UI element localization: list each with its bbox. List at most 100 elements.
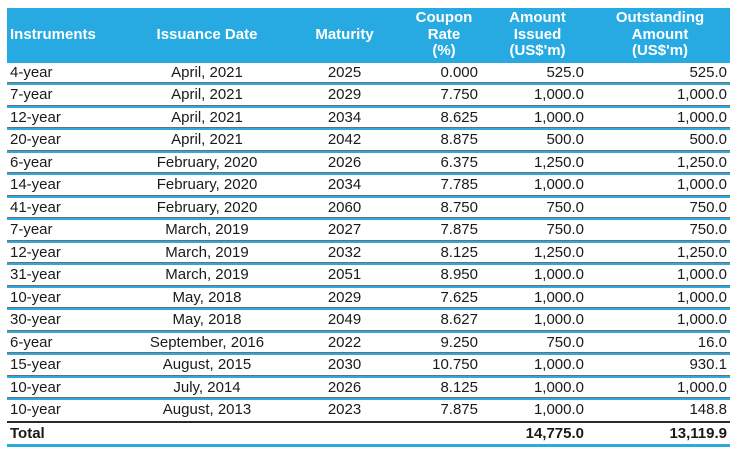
cell-maturity: 2032 [282, 241, 407, 265]
cell-issuance-date: April, 2021 [132, 84, 282, 108]
cell-coupon-rate: 7.785 [407, 174, 485, 198]
col-header-amount-issued: Amount Issued (US$'m) [485, 8, 590, 63]
total-maturity-cell [282, 420, 407, 447]
cell-outstanding-amount: 1,000.0 [590, 106, 730, 130]
cell-issuance-date: August, 2015 [132, 354, 282, 378]
cell-instrument: 12-year [7, 106, 132, 130]
cell-amount-issued: 1,000.0 [485, 264, 590, 288]
cell-amount-issued: 1,000.0 [485, 174, 590, 198]
cell-coupon-rate: 6.375 [407, 151, 485, 175]
cell-coupon-rate: 8.950 [407, 264, 485, 288]
cell-issuance-date: March, 2019 [132, 219, 282, 243]
cell-coupon-rate: 7.625 [407, 286, 485, 310]
table-row: 6-year September, 2016 2022 9.250 750.0 … [7, 331, 730, 355]
cell-instrument: 7-year [7, 84, 132, 108]
cell-maturity: 2042 [282, 129, 407, 153]
cell-issuance-date: February, 2020 [132, 174, 282, 198]
cell-amount-issued: 750.0 [485, 196, 590, 220]
cell-coupon-rate: 7.875 [440, 401, 478, 418]
cell-amount-issued: 1,000.0 [485, 84, 590, 108]
cell-issuance-date: July, 2014 [132, 376, 282, 400]
cell-instrument: 14-year [7, 174, 132, 198]
cell-outstanding-amount: 750.0 [590, 219, 730, 243]
table-row: 4-year April, 2021 2025 0.000 525.0 525.… [7, 62, 730, 85]
col-header-coupon-rate: Coupon Rate (%) [407, 8, 485, 63]
cell-instrument: 4-year [7, 62, 132, 85]
cell-amount-issued: 750.0 [485, 219, 590, 243]
table-row: 10-year August, 2013 2023 7.875 1,000.0 … [7, 399, 730, 422]
cell-coupon-rate: 10.750 [407, 354, 485, 378]
cell-instrument: 10-year [7, 286, 132, 310]
cell-maturity: 2027 [282, 219, 407, 243]
table-row: 10-year July, 2014 2026 8.125 1,000.0 1,… [7, 376, 730, 400]
cell-amount-issued: 1,000.0 [485, 354, 590, 378]
cell-outstanding-amount: 1,000.0 [590, 286, 730, 310]
cell-issuance-date: March, 2019 [132, 264, 282, 288]
col-header-maturity: Maturity [282, 8, 407, 63]
cell-amount-issued: 750.0 [485, 331, 590, 355]
header-row: Instruments Issuance Date Maturity Coupo… [7, 8, 730, 63]
cell-instrument: 41-year [7, 196, 132, 220]
cell-outstanding-amount: 930.1 [590, 354, 730, 378]
eurobond-table: Instruments Issuance Date Maturity Coupo… [7, 8, 730, 447]
table-row: 12-year April, 2021 2034 8.625 1,000.0 1… [7, 106, 730, 130]
cell-maturity: 2023 [327, 401, 362, 418]
table-row: 20-year April, 2021 2042 8.875 500.0 500… [7, 129, 730, 153]
cell-amount-issued: 1,000.0 [485, 106, 590, 130]
cell-maturity: 2022 [282, 331, 407, 355]
table-row: 7-year April, 2021 2029 7.750 1,000.0 1,… [7, 84, 730, 108]
cell-coupon-rate: 7.875 [407, 219, 485, 243]
cell-instrument: 12-year [7, 241, 132, 265]
cell-instrument: 30-year [7, 309, 132, 333]
table-row: 6-year February, 2020 2026 6.375 1,250.0… [7, 151, 730, 175]
total-coupon-cell [407, 420, 485, 447]
cell-outstanding-amount: 525.0 [590, 62, 730, 85]
cell-maturity: 2029 [282, 84, 407, 108]
cell-maturity: 2026 [282, 151, 407, 175]
cell-maturity: 2030 [282, 354, 407, 378]
cell-amount-issued: 525.0 [485, 62, 590, 85]
cell-amount-issued: 1,000.0 [485, 376, 590, 400]
table-row: 15-year August, 2015 2030 10.750 1,000.0… [7, 354, 730, 378]
table-footer: Total 14,775.0 13,119.9 [7, 420, 730, 447]
col-header-instruments: Instruments [7, 8, 132, 63]
cell-instrument: 10-year [7, 376, 132, 400]
cell-issuance-date: May, 2018 [132, 309, 282, 333]
cell-outstanding-amount: 1,000.0 [590, 309, 730, 333]
cell-coupon-rate: 9.250 [407, 331, 485, 355]
cell-issuance-date: May, 2018 [132, 286, 282, 310]
cell-issuance-date: March, 2019 [132, 241, 282, 265]
total-row: Total 14,775.0 13,119.9 [7, 420, 730, 447]
cell-instrument: 7-year [7, 219, 132, 243]
cell-outstanding-amount: 148.8 [689, 401, 727, 418]
col-header-outstanding-amount: Outstanding Amount (US$'m) [590, 8, 730, 63]
cell-outstanding-amount: 1,000.0 [590, 84, 730, 108]
cell-outstanding-amount: 1,000.0 [590, 174, 730, 198]
cell-coupon-rate: 8.750 [407, 196, 485, 220]
cell-maturity: 2025 [282, 62, 407, 85]
cell-amount-issued: 1,000.0 [533, 401, 584, 418]
table-row: 10-year May, 2018 2029 7.625 1,000.0 1,0… [7, 286, 730, 310]
cell-amount-issued: 1,250.0 [485, 151, 590, 175]
cell-issuance-date: April, 2021 [132, 129, 282, 153]
cell-outstanding-amount: 1,000.0 [590, 376, 730, 400]
table-row: 14-year February, 2020 2034 7.785 1,000.… [7, 174, 730, 198]
cell-issuance-date: September, 2016 [132, 331, 282, 355]
cell-issuance-date: February, 2020 [132, 196, 282, 220]
cell-outstanding-amount: 16.0 [590, 331, 730, 355]
table-row: 30-year May, 2018 2049 8.627 1,000.0 1,0… [7, 309, 730, 333]
table-row: 7-year March, 2019 2027 7.875 750.0 750.… [7, 219, 730, 243]
cell-coupon-rate: 8.875 [407, 129, 485, 153]
table-row: 31-year March, 2019 2051 8.950 1,000.0 1… [7, 264, 730, 288]
col-header-issuance-date: Issuance Date [132, 8, 282, 63]
cell-outstanding-amount: 1,250.0 [590, 241, 730, 265]
cell-instrument: 20-year [7, 129, 132, 153]
cell-amount-issued: 500.0 [485, 129, 590, 153]
cell-coupon-rate: 7.750 [407, 84, 485, 108]
table-header: Instruments Issuance Date Maturity Coupo… [7, 8, 730, 63]
cell-outstanding-amount: 750.0 [590, 196, 730, 220]
cell-amount-issued: 1,250.0 [485, 241, 590, 265]
cell-issuance-date: April, 2021 [132, 106, 282, 130]
cell-maturity: 2034 [282, 174, 407, 198]
